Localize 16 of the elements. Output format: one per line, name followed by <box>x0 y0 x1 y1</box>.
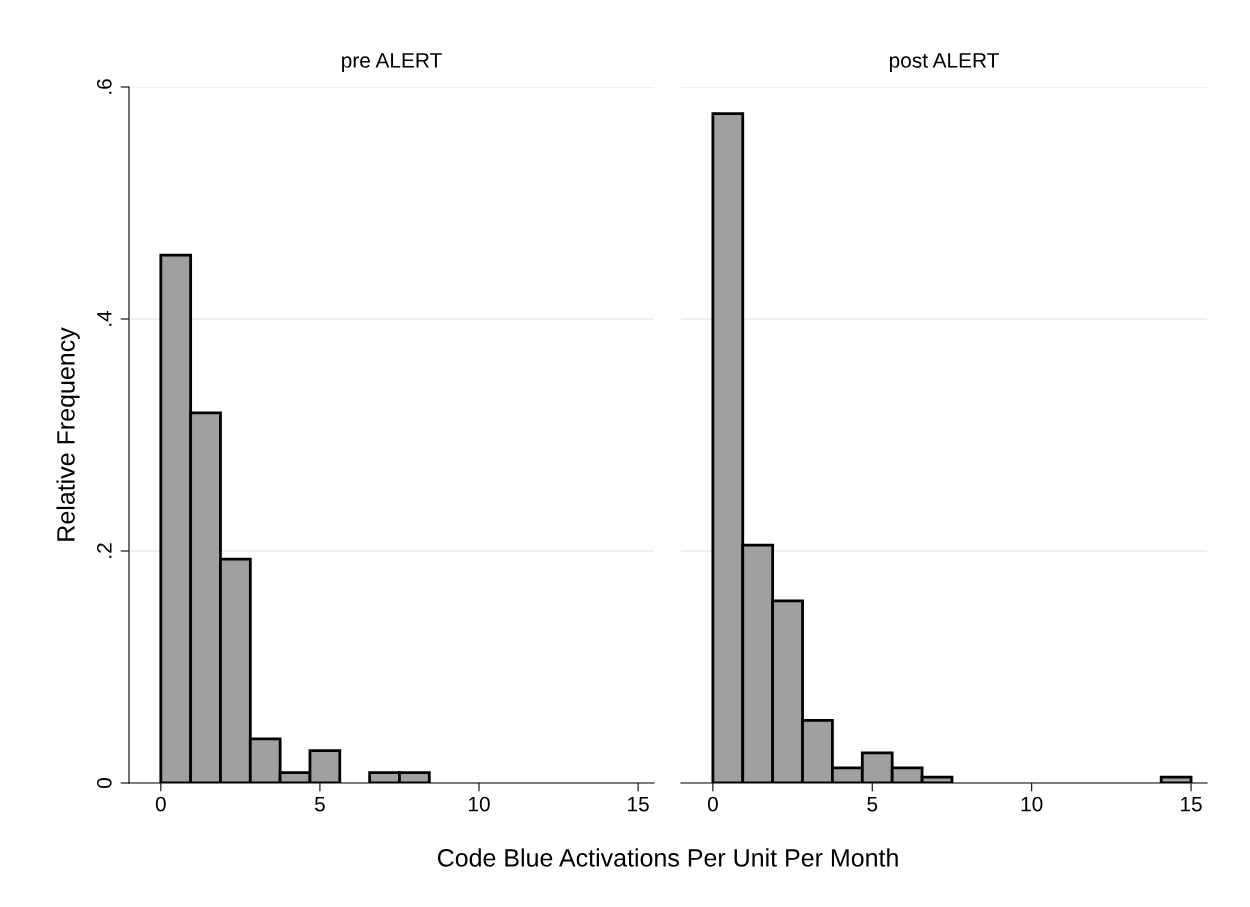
y-tick-label: 0 <box>96 778 112 788</box>
x-tick-label: 10 <box>1021 796 1043 812</box>
x-tick-label: 5 <box>867 796 878 812</box>
chart-title: post ALERT <box>889 53 999 72</box>
x-axis-title: Code Blue Activations Per Unit Per Month <box>437 848 898 867</box>
x-tick-label: 0 <box>707 796 718 812</box>
y-tick-label: .2 <box>96 543 112 558</box>
x-tick-label: 15 <box>1181 796 1202 812</box>
x-tick-label: 0 <box>155 796 166 812</box>
x-tick-label: 5 <box>314 796 325 812</box>
y-tick-label: .6 <box>96 79 112 94</box>
y-axis-title: Relative Frequency <box>56 327 80 541</box>
x-tick-label: 15 <box>628 796 649 812</box>
x-tick-label: 10 <box>469 796 490 812</box>
y-tick-label: .4 <box>97 310 112 326</box>
chart-title: pre ALERT <box>342 53 442 72</box>
